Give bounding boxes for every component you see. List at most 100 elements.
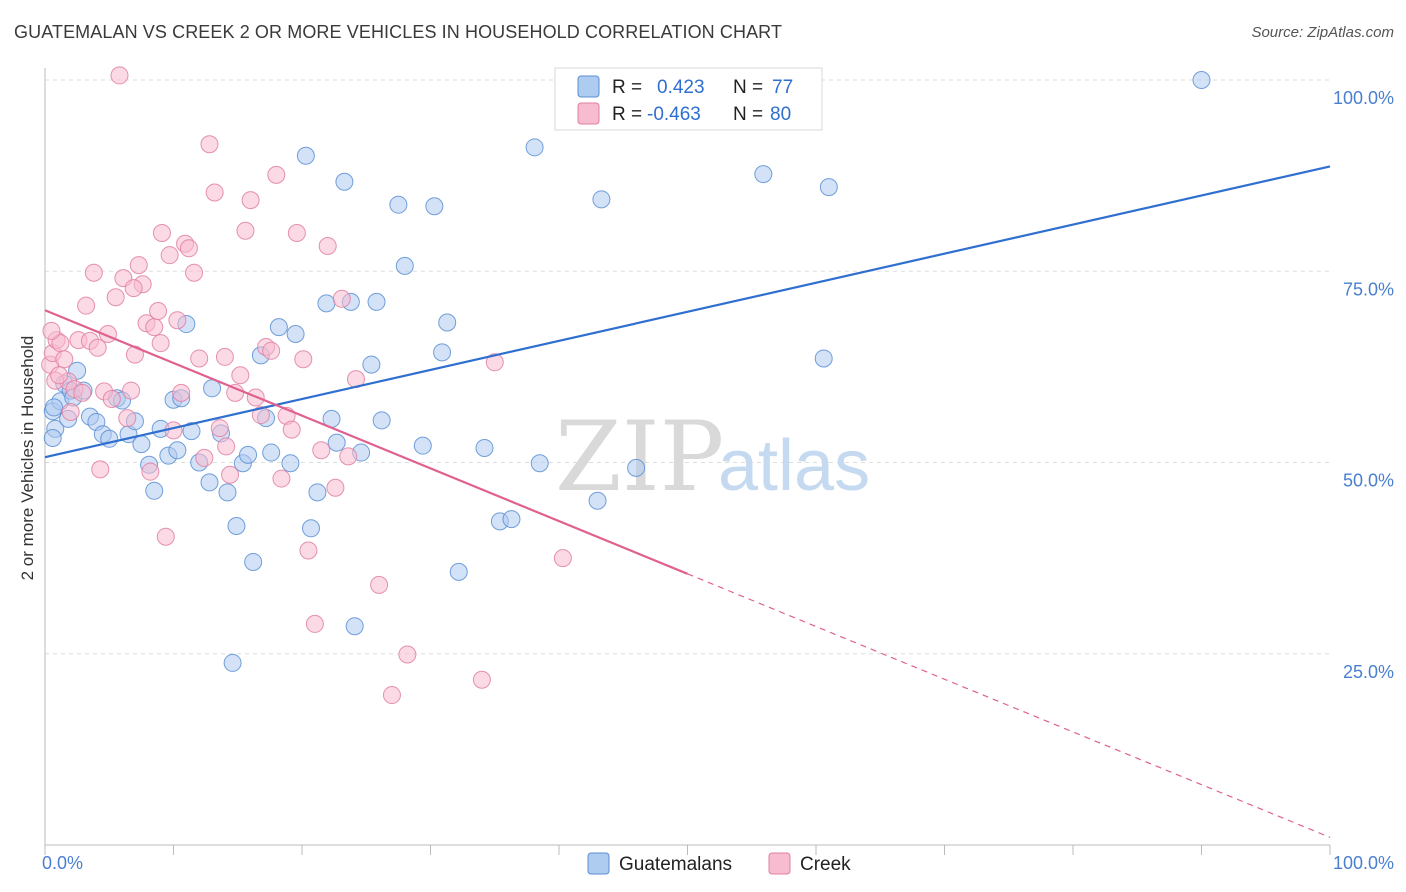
legend-swatch-guatemalans	[577, 75, 600, 98]
guatemalans-point-57	[395, 256, 414, 275]
guatemalans-point-73	[819, 178, 838, 197]
creek-point-37	[179, 239, 198, 258]
creek-point-39	[190, 349, 209, 368]
creek-point-18	[106, 288, 125, 307]
creek-point-29	[149, 302, 168, 321]
series-creek	[41, 66, 572, 705]
creek-point-17	[102, 390, 121, 409]
watermark: ZIP atlas	[555, 401, 870, 513]
guatemalans-point-44	[301, 519, 320, 538]
guatemalans-point-72	[814, 349, 833, 368]
creek-point-35	[172, 383, 191, 402]
x-tick-label-min: 0.0%	[42, 853, 83, 873]
guatemalans-point-69	[592, 190, 611, 209]
guatemalans-point-35	[239, 445, 258, 464]
y-tick-label-2: 75.0%	[1343, 279, 1394, 299]
creek-point-48	[236, 221, 255, 240]
guatemalans-point-55	[372, 411, 391, 430]
creek-point-14	[91, 460, 110, 479]
legend-r-label-2: R =	[612, 104, 642, 125]
creek-point-74	[42, 321, 61, 340]
bottom-legend-label-creek: Creek	[800, 854, 851, 875]
guatemalans-point-70	[627, 458, 646, 477]
creek-point-77	[124, 279, 143, 298]
legend-n-value-2: 80	[770, 104, 791, 125]
creek-point-34	[168, 311, 187, 330]
creek-point-30	[152, 224, 171, 242]
creek-point-58	[287, 224, 306, 242]
creek-point-44	[215, 347, 234, 366]
bottom-legend-label-guatemalans: Guatemalans	[619, 854, 732, 875]
guatemalans-point-71	[754, 165, 773, 184]
creek-point-27	[141, 462, 160, 481]
guatemalans-point-40	[269, 318, 288, 337]
creek-point-79	[217, 437, 236, 456]
guatemalans-point-17	[132, 435, 151, 454]
creek-point-9	[73, 383, 92, 402]
creek-point-22	[122, 381, 141, 400]
creek-point-49	[241, 191, 260, 210]
creek-point-24	[129, 256, 148, 275]
trend-layer	[44, 165, 1331, 838]
creek-point-47	[231, 366, 250, 385]
guatemalans-point-66	[525, 138, 544, 157]
guatemalans-point-33	[227, 516, 246, 535]
creek-point-28	[145, 318, 164, 337]
bottom-legend: Guatemalans Creek	[587, 852, 851, 875]
guatemalans-point-31	[218, 483, 237, 502]
guatemalans-point-62	[449, 562, 468, 581]
creek-point-41	[200, 135, 219, 154]
guatemalans-point-60	[433, 343, 452, 362]
creek-point-12	[84, 263, 103, 282]
creek-point-62	[312, 441, 331, 460]
creek-point-71	[472, 670, 491, 689]
creek-point-57	[282, 420, 301, 439]
y-tick-label-0: 25.0%	[1343, 662, 1394, 682]
legend-n-label-2: N =	[733, 104, 763, 125]
creek-point-38	[185, 263, 204, 282]
trend-line-creek	[44, 309, 688, 575]
guatemalans-point-32	[223, 653, 242, 672]
y-tick-label-1: 50.0%	[1343, 471, 1394, 491]
guatemalans-point-39	[262, 443, 281, 462]
guatemalans-point-49	[335, 172, 354, 191]
creek-point-45	[221, 465, 240, 484]
creek-point-73	[553, 549, 572, 568]
creek-point-4	[55, 350, 74, 369]
trend-line-guatemalans	[44, 165, 1331, 459]
creek-point-13	[88, 338, 107, 357]
guatemalans-point-45	[308, 483, 327, 502]
creek-point-76	[50, 366, 69, 385]
creek-point-55	[272, 469, 291, 488]
watermark-zip: ZIP	[555, 401, 724, 513]
series-guatemalans	[43, 71, 1211, 672]
watermark-atlas: atlas	[718, 426, 870, 506]
creek-point-10	[77, 296, 96, 315]
creek-point-40	[195, 448, 214, 467]
creek-point-69	[382, 686, 401, 705]
legend-swatch-creek	[577, 102, 600, 125]
creek-point-42	[205, 183, 224, 202]
chart-title: GUATEMALAN VS CREEK 2 OR MORE VEHICLES I…	[14, 22, 783, 42]
bottom-legend-swatch-guatemalans	[587, 852, 610, 875]
creek-point-63	[318, 237, 337, 256]
guatemalans-point-42	[286, 324, 305, 343]
y-tick-label-3: 100.0%	[1333, 88, 1394, 108]
legend-r-label-1: R =	[612, 77, 642, 98]
creek-point-60	[299, 541, 318, 560]
creek-point-78	[151, 334, 170, 353]
guatemalans-point-63	[475, 438, 494, 457]
creek-point-64	[326, 478, 345, 497]
trend-line-extension-creek	[687, 573, 1331, 838]
guatemalans-point-56	[389, 195, 408, 214]
top-legend: R = 0.423 N = 77 R = -0.463 N = 80	[554, 67, 823, 131]
guatemalans-point-53	[362, 355, 381, 374]
guatemalans-point-23	[168, 441, 187, 460]
guatemalans-point-43	[296, 146, 315, 165]
creek-point-43	[210, 419, 229, 438]
bottom-legend-swatch-creek	[768, 852, 791, 875]
creek-point-6	[61, 403, 80, 422]
legend-n-label-1: N =	[733, 77, 763, 98]
x-tick-label-max: 100.0%	[1333, 853, 1394, 873]
